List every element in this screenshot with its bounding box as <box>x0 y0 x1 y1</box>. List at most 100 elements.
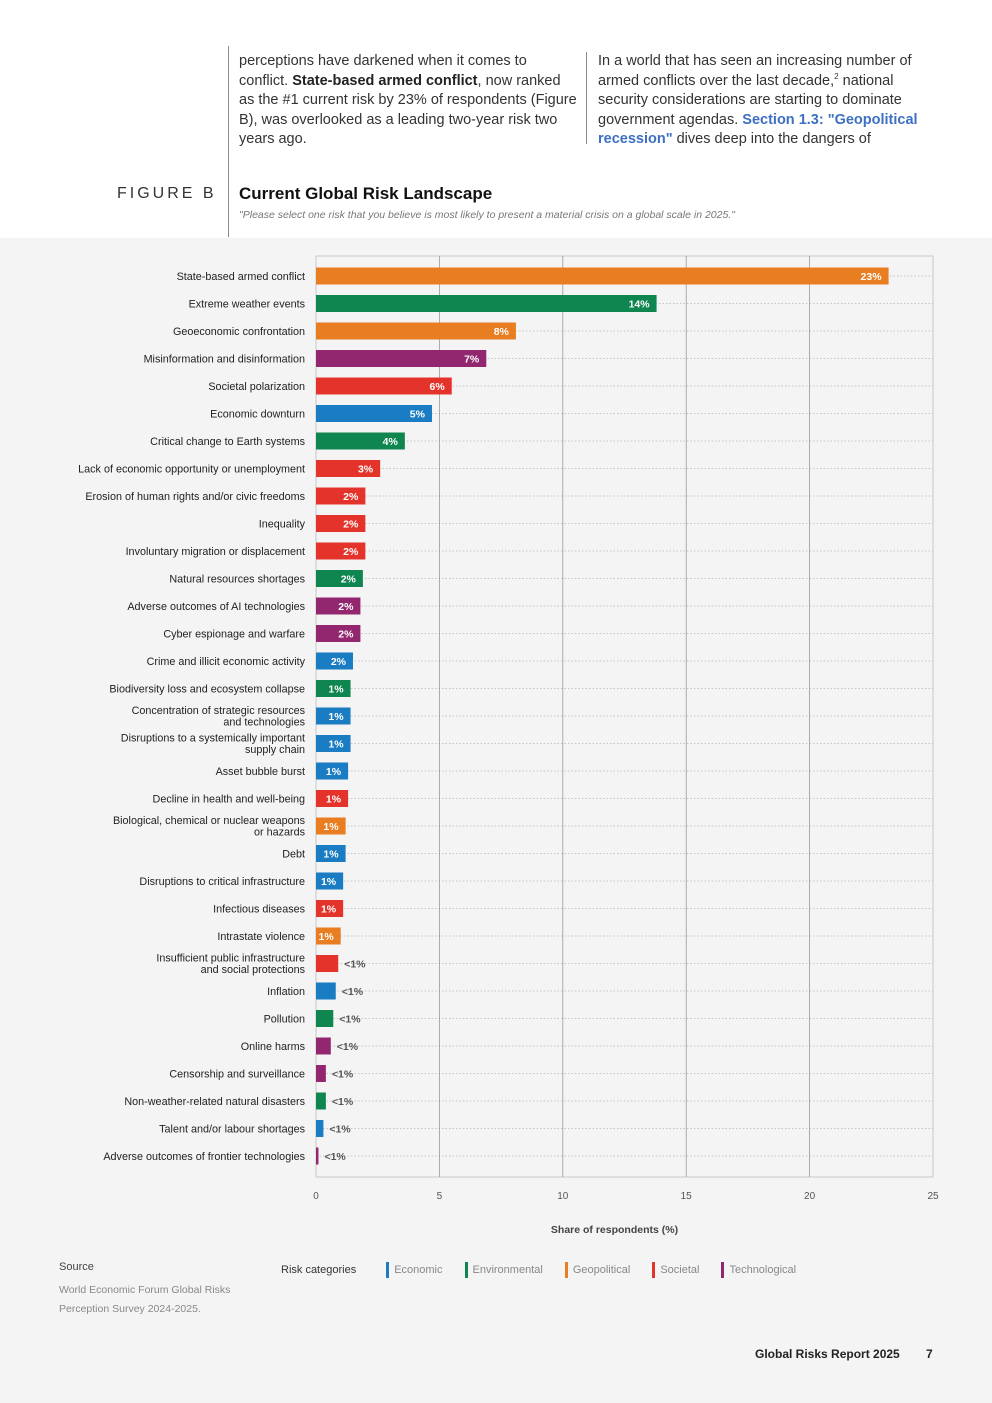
intro-right-text: dives deep into the dangers of <box>672 131 871 147</box>
data-label: 2% <box>338 629 354 641</box>
intro-right-text: In a world that has seen an increasing n… <box>598 53 912 89</box>
category-label: Censorship and surveillance <box>169 1069 305 1081</box>
legend-title: Risk categories <box>281 1264 357 1276</box>
category-label: Online harms <box>241 1041 306 1053</box>
section-link[interactable]: Section 1.3: "Geopolitical recession" <box>598 111 918 148</box>
intro-text-left: perceptions have darkened when it comes … <box>239 52 579 150</box>
data-label: <1% <box>332 1069 354 1081</box>
category-label: Adverse outcomes of frontier technologie… <box>103 1151 305 1163</box>
legend-item-technological: Technological <box>721 1262 796 1278</box>
data-label: 4% <box>383 436 399 448</box>
bar <box>316 762 349 780</box>
bar <box>316 817 346 835</box>
x-axis-title: Share of respondents (%) <box>551 1224 678 1236</box>
bar <box>316 597 361 615</box>
category-label: Asset bubble burst <box>216 766 305 778</box>
category-label: Erosion of human rights and/or civic fre… <box>85 491 305 503</box>
category-label-line: Biological, chemical or nuclear weapons <box>113 815 306 827</box>
data-label: 5% <box>410 409 426 421</box>
x-tick-label: 15 <box>681 1191 693 1202</box>
data-label: 2% <box>331 656 347 668</box>
category-label: Cyber espionage and warfare <box>163 629 305 641</box>
chart-legend: Risk categories Economic Environmental Geo… <box>281 1262 818 1278</box>
footer-report-title: Global Risks Report 2025 <box>755 1347 900 1361</box>
category-label: Lack of economic opportunity or unemploy… <box>78 464 305 476</box>
legend-label: Technological <box>729 1264 797 1276</box>
intro-text-right: In a world that has seen an increasing n… <box>598 52 933 150</box>
data-label: 1% <box>328 739 344 751</box>
legend-label: Economic <box>394 1264 443 1276</box>
category-label-line: Insufficient public infrastructure <box>156 953 305 965</box>
data-label: <1% <box>342 986 364 998</box>
data-label: 1% <box>323 821 339 833</box>
category-label: Adverse outcomes of AI technologies <box>127 601 305 613</box>
bar <box>316 432 405 450</box>
data-label: 1% <box>328 711 344 723</box>
data-label: <1% <box>339 1014 361 1026</box>
left-column-rule <box>228 46 229 237</box>
legend-label: Geopolitical <box>572 1264 631 1276</box>
bar <box>316 460 381 477</box>
category-label: Insufficient public infrastructure and so… <box>156 953 305 977</box>
legend-item-geopolitical: Geopolitical <box>564 1262 631 1278</box>
category-label: Inflation <box>267 986 305 998</box>
bar <box>316 1037 331 1055</box>
bar <box>316 295 657 312</box>
legend-item-economic: Economic <box>386 1262 443 1278</box>
legend-swatch <box>464 1262 468 1278</box>
bar <box>316 322 516 340</box>
category-label: Biodiversity loss and ecosystem collapse <box>109 684 305 696</box>
bar <box>316 680 351 697</box>
data-label: <1% <box>324 1151 346 1163</box>
data-label: <1% <box>329 1124 351 1136</box>
category-label: Infectious diseases <box>213 904 305 916</box>
legend-label: Societal <box>660 1264 700 1276</box>
source-text: World Economic Forum Global Risks Percep… <box>59 1284 231 1315</box>
x-tick-label: 10 <box>557 1191 569 1202</box>
category-label: Inequality <box>259 519 306 531</box>
bar <box>316 1120 324 1137</box>
category-label: Disruptions to critical infrastructure <box>139 876 305 888</box>
bar <box>316 1065 326 1082</box>
data-label: 2% <box>341 574 357 586</box>
data-label: 1% <box>323 849 339 861</box>
category-label-line: and social protections <box>201 964 306 976</box>
bar <box>316 845 346 862</box>
data-label: 1% <box>326 766 342 778</box>
bar <box>316 350 487 367</box>
data-label: 2% <box>343 519 359 531</box>
category-label: Pollution <box>264 1014 305 1026</box>
bar <box>316 927 341 945</box>
data-label: 8% <box>494 326 510 338</box>
bar <box>316 405 432 422</box>
bar <box>316 735 351 752</box>
figure-title: Current Global Risk Landscape <box>239 184 493 203</box>
legend-label: Environmental <box>472 1264 543 1276</box>
source-heading: Source <box>59 1261 94 1273</box>
bar <box>316 790 349 807</box>
category-label-line: or hazards <box>254 827 306 839</box>
x-tick-label: 20 <box>804 1191 816 1202</box>
bar <box>316 1147 319 1165</box>
bar <box>316 872 344 890</box>
category-label: Crime and illicit economic activity <box>147 656 306 668</box>
legend-item-societal: Societal <box>652 1262 699 1278</box>
data-label: 3% <box>358 464 374 476</box>
data-label: 1% <box>321 904 337 916</box>
data-label: <1% <box>332 1096 354 1108</box>
x-tick-label: 5 <box>437 1191 443 1202</box>
legend-item-environmental: Environmental <box>464 1262 543 1278</box>
bar <box>316 625 361 642</box>
data-label: 7% <box>464 354 480 366</box>
category-label: Debt <box>282 849 305 861</box>
category-label: Decline in health and well-being <box>153 794 305 806</box>
data-label: 1% <box>328 684 344 696</box>
bar <box>316 955 339 972</box>
x-tick-label: 0 <box>313 1191 319 1202</box>
data-label: 1% <box>321 876 337 888</box>
data-label: 2% <box>343 546 359 558</box>
category-label: Intrastate violence <box>217 931 305 943</box>
intro-left-part: , now ranked as the #1 current risk by 2… <box>239 72 577 148</box>
category-label: Disruptions to a systemically important s… <box>121 733 305 757</box>
legend-swatch <box>386 1262 390 1278</box>
